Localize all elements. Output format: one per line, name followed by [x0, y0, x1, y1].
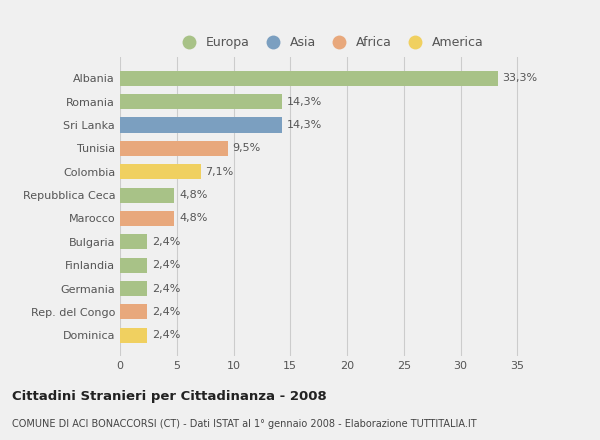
- Bar: [120, 257, 147, 273]
- Bar: [120, 234, 147, 249]
- Legend: Europa, Asia, Africa, America: Europa, Asia, Africa, America: [173, 33, 487, 51]
- Text: 2,4%: 2,4%: [152, 283, 180, 293]
- Text: 2,4%: 2,4%: [152, 307, 180, 317]
- Text: 2,4%: 2,4%: [152, 237, 180, 247]
- Text: 7,1%: 7,1%: [205, 167, 233, 177]
- Bar: [120, 141, 228, 156]
- Text: COMUNE DI ACI BONACCORSI (CT) - Dati ISTAT al 1° gennaio 2008 - Elaborazione TUT: COMUNE DI ACI BONACCORSI (CT) - Dati IST…: [12, 419, 476, 429]
- Text: 14,3%: 14,3%: [287, 120, 322, 130]
- Text: 2,4%: 2,4%: [152, 330, 180, 340]
- Text: 9,5%: 9,5%: [232, 143, 260, 154]
- Bar: [120, 94, 283, 109]
- Bar: [120, 117, 283, 133]
- Bar: [120, 211, 175, 226]
- Text: 2,4%: 2,4%: [152, 260, 180, 270]
- Bar: [120, 71, 498, 86]
- Bar: [120, 281, 147, 296]
- Text: 33,3%: 33,3%: [503, 73, 538, 84]
- Text: 4,8%: 4,8%: [179, 213, 208, 224]
- Text: 14,3%: 14,3%: [287, 97, 322, 107]
- Text: 4,8%: 4,8%: [179, 190, 208, 200]
- Bar: [120, 328, 147, 343]
- Bar: [120, 304, 147, 319]
- Bar: [120, 164, 200, 180]
- Text: Cittadini Stranieri per Cittadinanza - 2008: Cittadini Stranieri per Cittadinanza - 2…: [12, 390, 327, 403]
- Bar: [120, 187, 175, 203]
